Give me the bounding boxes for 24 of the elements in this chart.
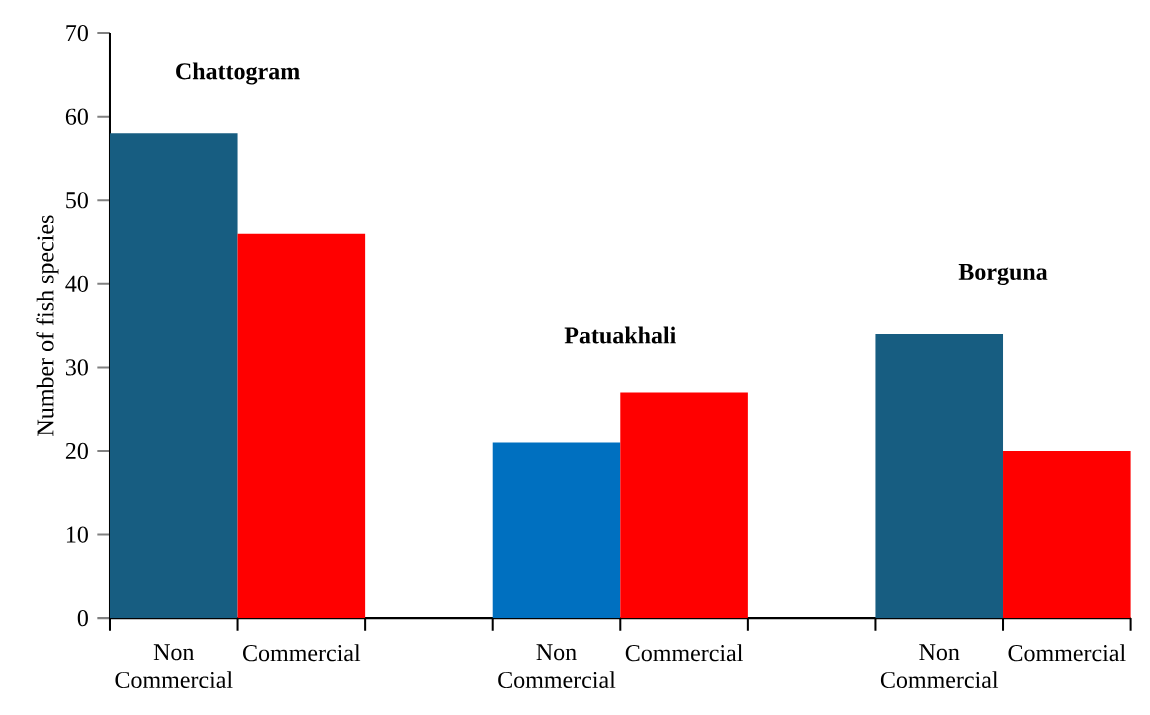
y-tick-label: 0 <box>77 609 88 627</box>
bar <box>620 392 748 619</box>
y-tick-label: 30 <box>65 359 88 376</box>
x-tick-label: Commercial <box>243 644 361 662</box>
x-tick-label: Non Commercial <box>498 644 616 688</box>
y-tick-label: 60 <box>65 108 88 125</box>
bar <box>237 233 366 619</box>
x-tick-label: Non Commercial <box>880 644 999 688</box>
bar <box>875 333 1004 619</box>
x-tick-label: Non Commercial <box>115 644 233 688</box>
annotation: Patuakhali <box>564 326 676 344</box>
bar <box>492 442 621 619</box>
y-tick-label: 40 <box>65 275 88 292</box>
x-tick-label: Commercial <box>625 644 743 662</box>
y-tick-label: 20 <box>65 442 88 459</box>
y-axis-title: Number of fish species <box>36 215 59 436</box>
annotation: Borguna <box>958 263 1048 285</box>
y-tick-label: 50 <box>66 192 88 209</box>
bar <box>109 133 238 619</box>
y-tick-label: 70 <box>66 24 88 42</box>
annotation: Chattogram <box>176 62 300 85</box>
bar <box>1003 450 1131 619</box>
x-tick-label: Commercial <box>1008 644 1126 662</box>
y-tick-label: 10 <box>66 526 88 543</box>
